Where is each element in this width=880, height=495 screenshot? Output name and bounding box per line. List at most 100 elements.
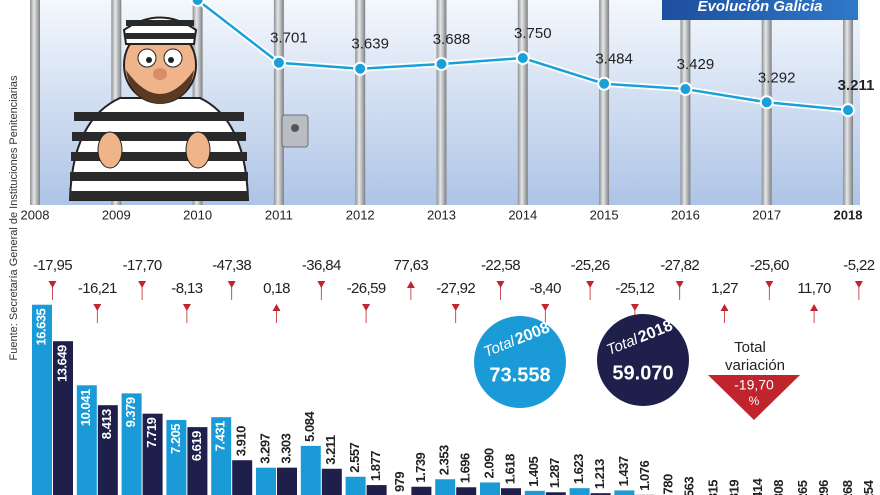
variation-marker bbox=[630, 304, 639, 311]
point-label: 3.750 bbox=[514, 25, 552, 42]
variation-label: -47,38 bbox=[212, 257, 251, 274]
variation-marker bbox=[406, 281, 415, 288]
bar-label: 296 bbox=[816, 480, 831, 495]
total-variation-unit: % bbox=[749, 394, 760, 408]
jail-bar bbox=[355, 0, 366, 205]
point bbox=[353, 61, 368, 76]
bar-label: 1.076 bbox=[637, 461, 652, 491]
variation-label: -8,13 bbox=[171, 280, 202, 297]
bar bbox=[411, 486, 432, 495]
point-label: 3.292 bbox=[758, 69, 796, 86]
bar-label: 1.437 bbox=[616, 456, 631, 486]
x-tick-label: 2010 bbox=[183, 207, 212, 222]
bar-label: 5.084 bbox=[302, 411, 317, 442]
point bbox=[759, 95, 774, 110]
variation-marker bbox=[272, 304, 281, 311]
variation-label: -36,84 bbox=[302, 257, 341, 274]
point-label: 3.484 bbox=[595, 51, 633, 68]
bar-label: 308 bbox=[771, 480, 786, 495]
bar bbox=[614, 490, 635, 495]
bar-label: 3.211 bbox=[323, 435, 338, 465]
total-value: 59.070 bbox=[612, 362, 673, 384]
bar bbox=[321, 468, 342, 495]
bar bbox=[456, 487, 477, 495]
variation-label: -25,12 bbox=[615, 280, 654, 297]
variation-marker bbox=[451, 304, 460, 311]
bar-label: 6.619 bbox=[189, 431, 204, 461]
point bbox=[515, 51, 530, 66]
x-tick-label: 2014 bbox=[508, 207, 537, 222]
header-box bbox=[662, 0, 858, 20]
jail-bar bbox=[680, 0, 691, 205]
bar-chart: 16.635 13.649 -17,95 10.041 8.413 -16,21 9.379… bbox=[32, 257, 876, 495]
variation-label: -17,95 bbox=[33, 257, 72, 274]
bar bbox=[501, 488, 521, 495]
bar bbox=[142, 413, 163, 495]
bar-label: 2.090 bbox=[481, 448, 496, 478]
variation-marker bbox=[182, 304, 191, 311]
variation-marker bbox=[586, 281, 595, 288]
bar-label: 1.405 bbox=[526, 457, 541, 487]
bar-label: 1.739 bbox=[413, 452, 428, 482]
bar-label: 13.649 bbox=[54, 345, 69, 382]
variation-marker bbox=[362, 304, 371, 311]
point-label: 3.211 bbox=[838, 77, 875, 94]
x-tick-label: 2012 bbox=[346, 207, 375, 222]
bar-label: 10.041 bbox=[78, 389, 93, 426]
bar bbox=[53, 341, 73, 495]
bar bbox=[76, 385, 97, 495]
total-variation-marker bbox=[708, 375, 800, 420]
jail-bar bbox=[517, 0, 528, 205]
variation-marker bbox=[675, 281, 684, 288]
chart-title: Evolución Galicia bbox=[697, 0, 822, 15]
bar-label: 265 bbox=[795, 480, 810, 495]
bar-label: 7.205 bbox=[168, 424, 183, 454]
bar bbox=[545, 492, 566, 495]
bar bbox=[366, 485, 387, 495]
variation-marker bbox=[720, 304, 729, 311]
variation-marker bbox=[48, 281, 57, 288]
point-label: 3.688 bbox=[433, 31, 471, 48]
x-tick-label: 2009 bbox=[102, 207, 131, 222]
line bbox=[194, 0, 849, 112]
variation-label: -17,70 bbox=[123, 257, 162, 274]
point-label: 3.701 bbox=[270, 30, 308, 47]
keyhole bbox=[291, 124, 299, 132]
variation-label: -26,59 bbox=[347, 280, 386, 297]
x-tick-label: 2011 bbox=[265, 207, 293, 222]
total-variation-label: variación bbox=[725, 357, 785, 374]
bar-label: 2.353 bbox=[437, 445, 452, 475]
bar-label: 1.877 bbox=[368, 451, 383, 481]
bar-label: 1.623 bbox=[571, 454, 586, 484]
bar-label: 1.696 bbox=[458, 453, 473, 483]
jail-bar bbox=[273, 0, 284, 205]
x-tick-label: 2015 bbox=[590, 207, 619, 222]
variation-label: -27,92 bbox=[436, 280, 475, 297]
variation-label: -5,22 bbox=[843, 257, 874, 274]
bar bbox=[232, 460, 253, 495]
bar bbox=[121, 393, 142, 495]
bar-label: 3.303 bbox=[278, 433, 293, 463]
point bbox=[841, 103, 855, 118]
line-group bbox=[189, 0, 855, 118]
bar bbox=[345, 476, 366, 495]
variation-label: 1,27 bbox=[711, 280, 738, 297]
bar bbox=[480, 482, 500, 495]
variation-label: -25,60 bbox=[750, 257, 789, 274]
bar bbox=[277, 467, 297, 495]
bar-label: 979 bbox=[392, 472, 407, 492]
bar-label: 563 bbox=[682, 477, 697, 495]
x-tick-label: 2016 bbox=[671, 207, 700, 222]
total-value: 73.558 bbox=[489, 364, 550, 386]
point bbox=[434, 57, 449, 72]
variation-label: -8,40 bbox=[530, 280, 561, 297]
x-tick-label: 2013 bbox=[427, 207, 456, 222]
x-tick-label: 2017 bbox=[752, 207, 781, 222]
bar bbox=[187, 427, 208, 495]
bar bbox=[590, 493, 611, 495]
bar bbox=[32, 304, 52, 495]
point bbox=[597, 76, 612, 91]
